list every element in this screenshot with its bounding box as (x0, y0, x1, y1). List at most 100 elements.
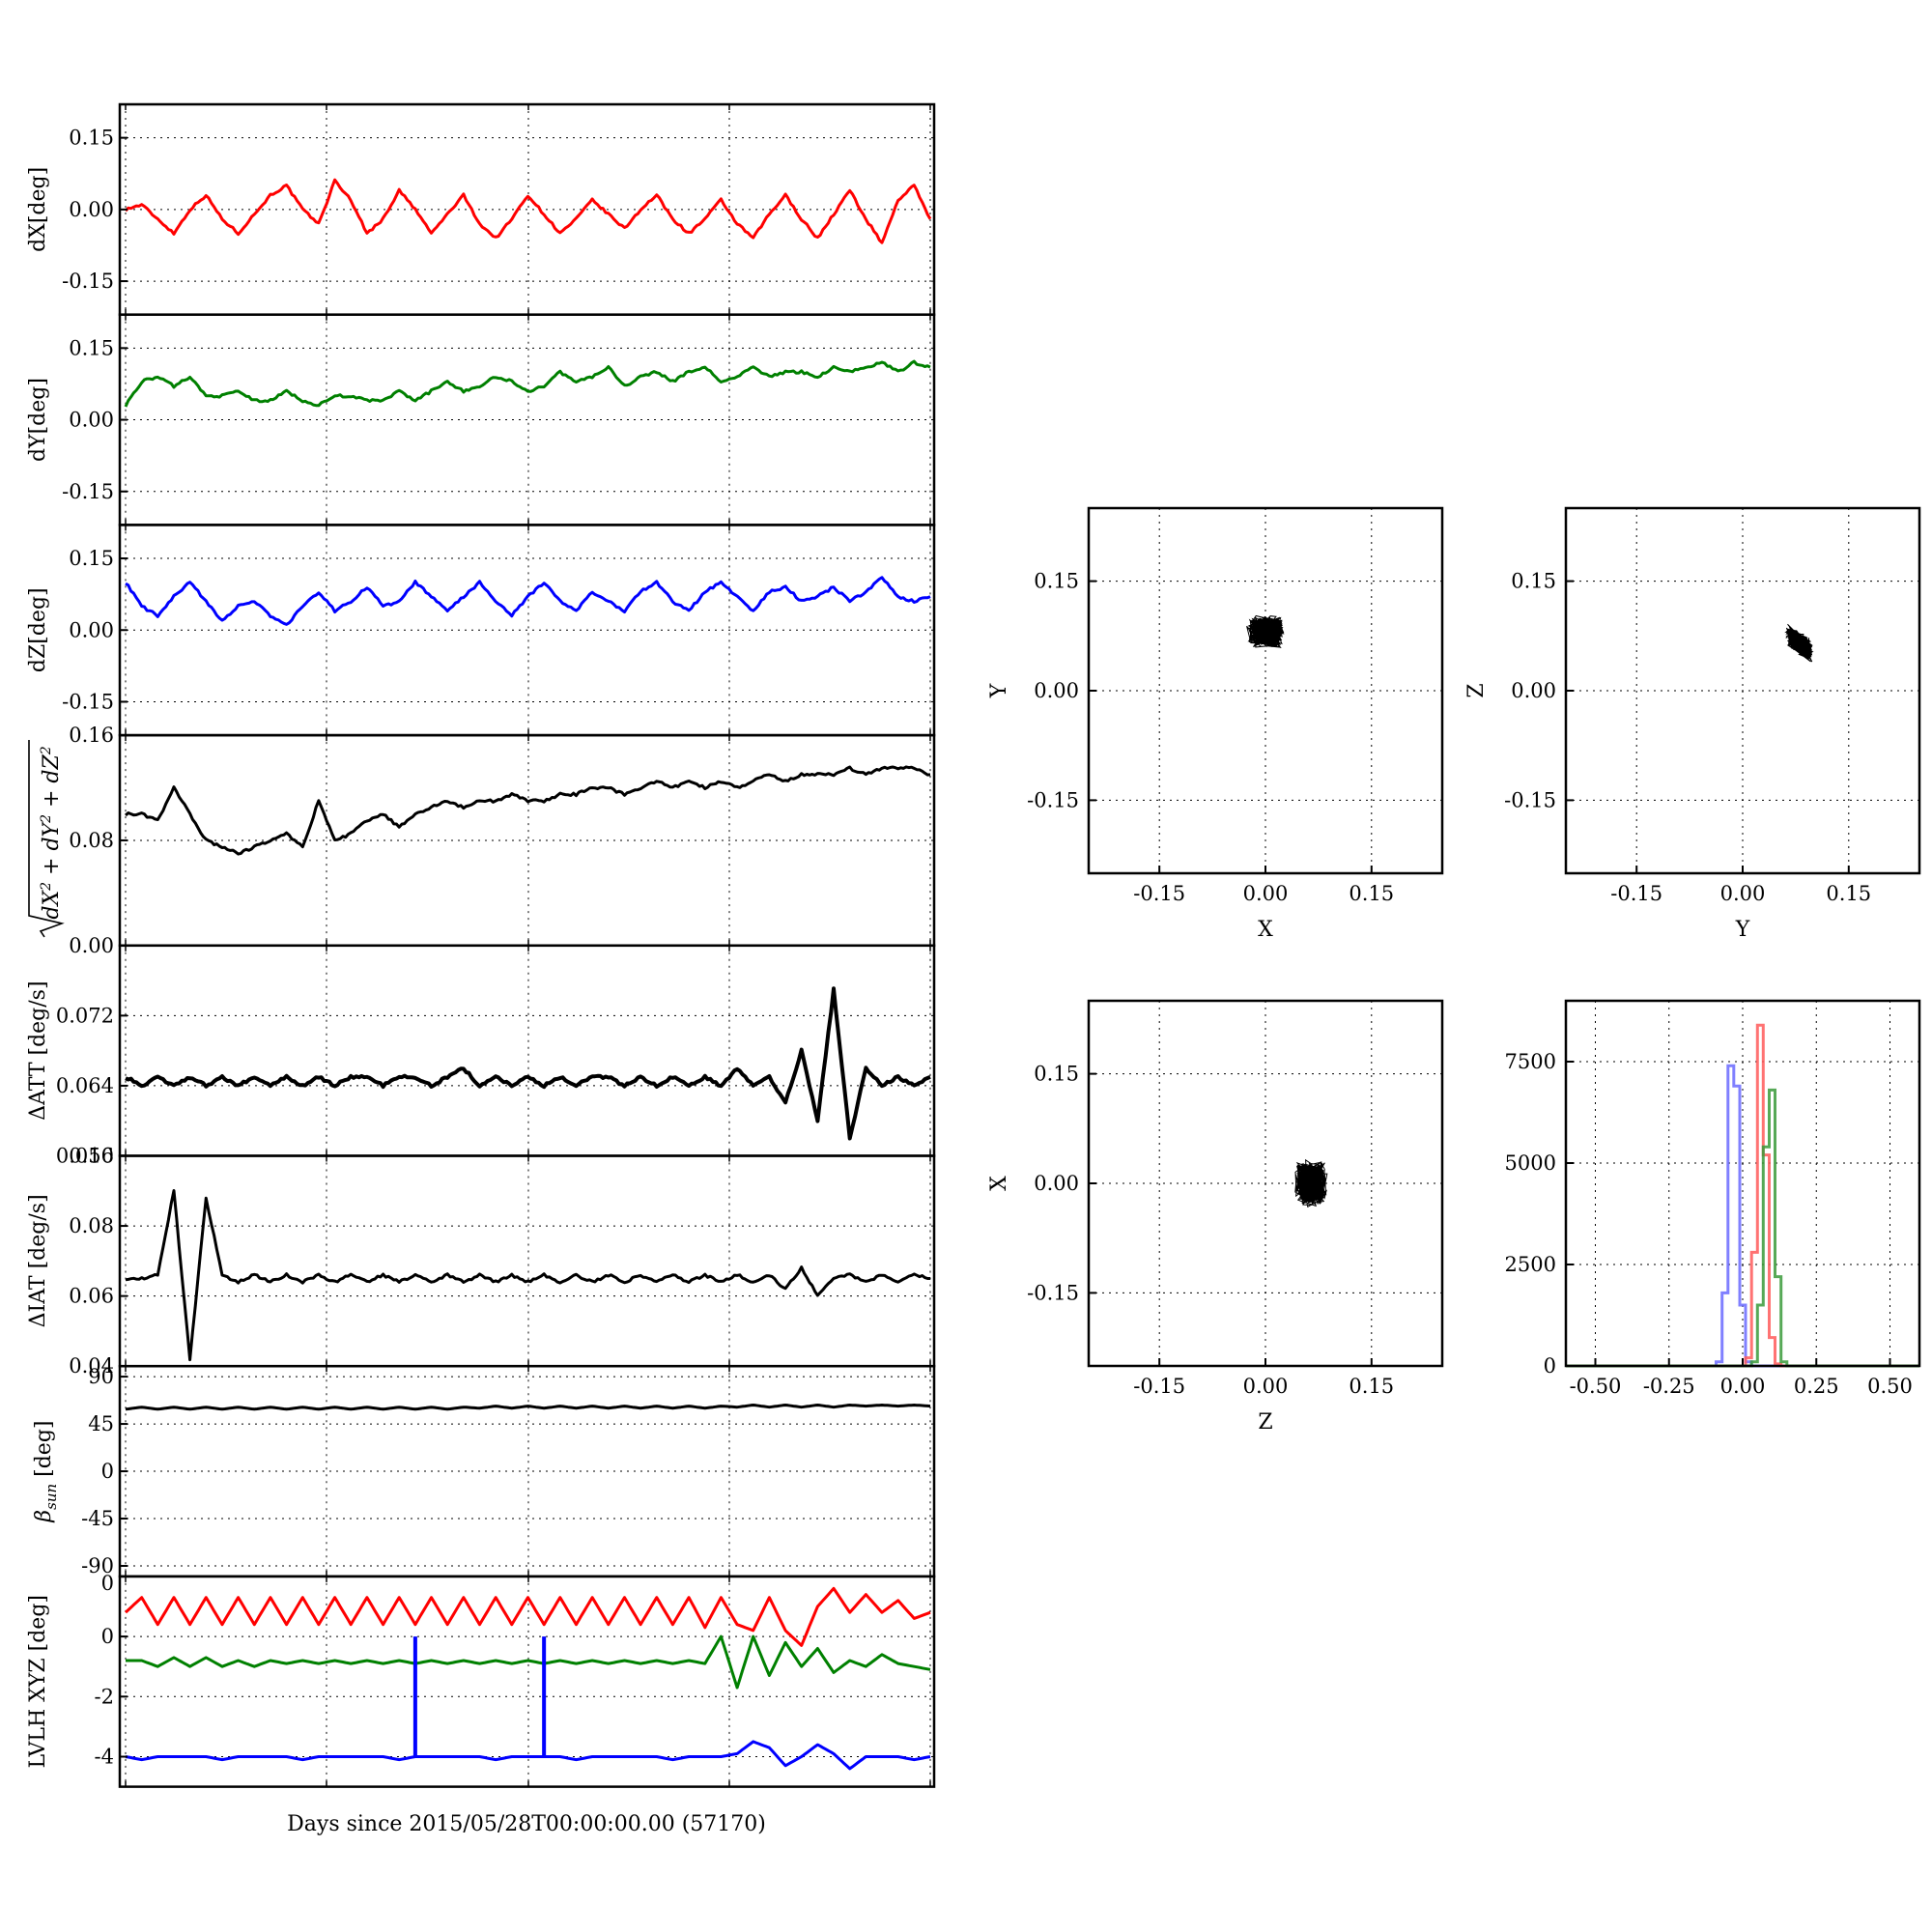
ytick-label: 0.00 (69, 934, 114, 957)
ytick-label: 0.15 (1034, 1063, 1079, 1086)
ytick-label: 45 (88, 1412, 114, 1435)
axes-frame (118, 1154, 936, 1368)
ytick-label: 0.08 (69, 829, 114, 852)
xtick-label: -0.15 (1133, 882, 1185, 905)
ytick-label: 0.056 (56, 1145, 114, 1168)
series-line-dy-0 (124, 359, 931, 408)
ytick-label: 2500 (1505, 1253, 1556, 1276)
scatter-trace-zx (1294, 1158, 1328, 1208)
ylabel-text: X (987, 1176, 1011, 1191)
ytick-label: 0.072 (56, 1004, 114, 1027)
hist-step-1 (1566, 1023, 1919, 1368)
ytick-label: 0.10 (69, 1145, 114, 1168)
xtick-label: 0.00 (1243, 882, 1289, 905)
ylabel-dr: dX2 + dY2 + dZ2 (28, 739, 65, 938)
series-line-dr-0 (125, 765, 931, 856)
xtick-label: 0.25 (1794, 1375, 1839, 1398)
ytick-label: 0.15 (69, 547, 114, 570)
ylabel-text: ΔATT [deg/s] (26, 980, 50, 1120)
scatter-trace-xy (1246, 614, 1285, 649)
ylabel-text: Z (1464, 683, 1489, 697)
ytick-label: -0.15 (1027, 788, 1079, 811)
ylabel-text: dX2 + dY2 + dZ2 (39, 746, 64, 919)
series-line-datt-0 (125, 986, 931, 1141)
ylabel-text: Y (987, 683, 1011, 698)
series-line-lvlh-1 (126, 1634, 931, 1690)
ylabel-text: dX[deg] (26, 167, 50, 252)
panel-zx: -0.15 0.00 0.15 0.15 0.00 -0.15 Z X (987, 999, 1444, 1435)
ytick-label: 0.15 (69, 127, 114, 150)
ytick-label: 7500 (1505, 1050, 1556, 1073)
xtick-label: 0.50 (1867, 1375, 1913, 1398)
ytick-label: -0.15 (1504, 788, 1556, 811)
ytick-label: 0.04 (69, 1354, 114, 1378)
ylabel-text: βsun [deg] (32, 1420, 60, 1522)
panel-yz: -0.15 0.00 0.15 0.15 0.00 -0.15 Y Z (1464, 506, 1921, 942)
panel-datt: 0.072 0.064 0.056 ΔATT [deg/s] (26, 944, 936, 1168)
ytick-label: 0.06 (69, 1285, 114, 1308)
ytick-label: 0.00 (69, 409, 114, 432)
series-line-bsun-0 (125, 1404, 931, 1411)
xtick-label: 0.15 (1349, 882, 1394, 905)
ytick-label: -45 (81, 1507, 114, 1530)
ytick-label: 0.064 (56, 1074, 114, 1097)
panel-xy: -0.15 0.00 0.15 0.15 0.00 -0.15 X Y (987, 506, 1444, 942)
panel-lvlh: 0 -2 -4 0 LVLH XYZ [deg] Days since 2015/05/2… (26, 1572, 936, 1836)
xtick-label: 0.00 (1243, 1375, 1289, 1398)
ytick-label: 0.15 (1511, 570, 1556, 593)
panel-bsun: 90 45 0 -45 -90 βsun [deg] (32, 1364, 936, 1578)
ylabel-text: ΔIAT [deg/s] (26, 1194, 50, 1327)
xtick-label: -0.15 (1133, 1375, 1185, 1398)
panel-dz: 0.15 0.00 -0.15 dZ[deg] (26, 524, 936, 737)
ytick-label: 0.16 (69, 724, 114, 747)
ytick-label: 0.00 (1034, 679, 1079, 702)
ytick-label: -0.15 (62, 270, 114, 293)
xtick-label: -0.15 (1610, 882, 1662, 905)
ytick-label: 0.00 (1511, 679, 1556, 702)
ytick-label: -90 (81, 1554, 114, 1577)
series-line-diat-0 (125, 1189, 930, 1362)
panel-diat: 0.10 0.08 0.06 0.04 ΔIAT [deg/s] (26, 1145, 936, 1378)
ytick-label: -4 (95, 1746, 114, 1769)
xtick-label: -0.50 (1570, 1375, 1622, 1398)
ytick-label: 0.15 (1034, 570, 1079, 593)
ytick-label: 0.15 (69, 336, 114, 359)
ylabel-text: LVLH XYZ [deg] (26, 1595, 50, 1769)
xtick-label: 0.15 (1349, 1375, 1394, 1398)
ytick-label: 0.08 (69, 1214, 114, 1237)
ytick-label: -0.15 (62, 690, 114, 713)
xtick-label: 0.15 (1826, 882, 1871, 905)
xlabel-text: X (1258, 918, 1273, 942)
panel-dx: 0.15 0.00 -0.15 dX[deg] (26, 102, 936, 316)
series-line-dz-0 (125, 576, 931, 626)
axes-frame (118, 944, 936, 1157)
ytick-label: 5000 (1505, 1151, 1556, 1175)
series-line-lvlh-2 (125, 1740, 931, 1771)
ytick-label: 0 (101, 1572, 114, 1595)
ytick-label: 90 (88, 1365, 114, 1388)
ytick-label: 0.00 (1034, 1172, 1079, 1195)
ytick-label: 0 (101, 1460, 114, 1483)
xtick-label: 0.00 (1720, 882, 1766, 905)
panel-hist: -0.50 -0.25 0.00 0.25 0.50 7500 5000 2500 0 (1505, 999, 1921, 1398)
hist-step-0 (1566, 1064, 1919, 1368)
ytick-label: 0.00 (69, 198, 114, 221)
xlabel-text: Days since 2015/05/28T00:00:00.00 (57170… (287, 1812, 766, 1836)
hist-step-2 (1566, 1088, 1919, 1368)
xlabel-text: Y (1735, 918, 1750, 942)
ytick-label: -0.15 (62, 480, 114, 503)
series-line-lvlh-0 (124, 1586, 931, 1647)
ytick-label: 0 (101, 1625, 114, 1648)
ytick-label: -0.15 (1027, 1281, 1079, 1304)
xtick-label: -0.25 (1643, 1375, 1695, 1398)
ytick-label: 0 (1544, 1354, 1556, 1378)
series-line-dx-0 (124, 178, 932, 244)
scatter-trace-yz (1784, 623, 1814, 663)
sqrt-sign (28, 739, 65, 938)
panel-dy: 0.15 0.00 -0.15 dY[deg] (26, 313, 936, 526)
ylabel-text: dY[deg] (26, 378, 50, 462)
ytick-label: -2 (95, 1685, 114, 1708)
axes-frame (118, 1575, 936, 1788)
